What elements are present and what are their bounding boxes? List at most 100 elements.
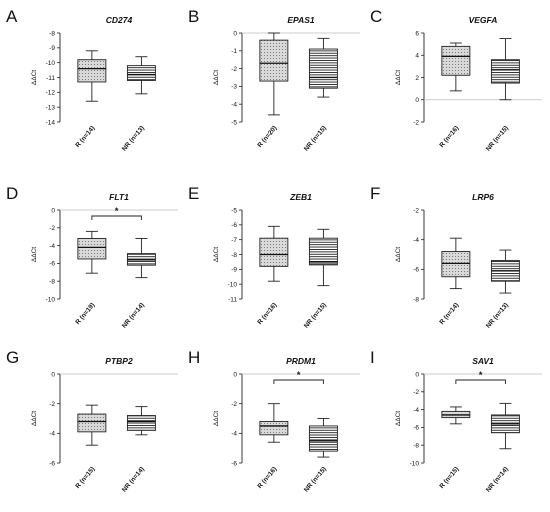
y-tick-label: 0 (233, 30, 237, 37)
category-label: R (n=15) (438, 466, 460, 490)
iqr-box (77, 238, 107, 260)
y-tick-label: 0 (51, 371, 55, 378)
y-axis-label: ΔΔCt (213, 411, 220, 426)
y-tick-label: -11 (46, 75, 55, 82)
y-tick-label: -10 (410, 460, 420, 467)
panel-letter: F (370, 184, 380, 203)
gene-title: ZEB1 (289, 192, 312, 202)
y-tick-label: -8 (231, 252, 237, 259)
y-tick-label: -6 (231, 222, 237, 229)
significance-bracket (91, 215, 142, 220)
y-tick-label: 2 (415, 75, 419, 82)
category-label: NR (n=13) (121, 125, 146, 153)
iqr-box (259, 237, 289, 267)
panel-letter: G (6, 348, 19, 367)
panel-d: D FLT1 0 -2 -4 -6 -8 -10 ΔΔCt R (n=19) NR (n=14) * (6, 184, 178, 330)
box-r (259, 32, 289, 116)
y-tick-label: -2 (49, 225, 55, 232)
y-axis-label: ΔΔCt (31, 411, 38, 426)
y-axis-label: ΔΔCt (31, 247, 38, 262)
panel-letter: D (6, 184, 18, 203)
y-axis-label: ΔΔCt (395, 70, 402, 85)
y-tick-label: -14 (46, 119, 56, 126)
gene-title: SAV1 (472, 356, 494, 366)
box-nr (490, 38, 520, 101)
y-tick-label: -4 (49, 243, 55, 250)
y-axis-label: ΔΔCt (395, 247, 402, 262)
y-tick-label: -2 (49, 401, 55, 408)
category-label: R (n=16) (438, 125, 460, 149)
y-tick-label: 0 (415, 97, 419, 104)
panel-letter: I (370, 348, 375, 367)
y-tick-label: -2 (231, 401, 237, 408)
category-label: R (n=15) (74, 466, 96, 490)
box-r (259, 225, 289, 282)
category-label: NR (n=13) (485, 302, 510, 330)
y-tick-label: -2 (413, 389, 419, 396)
category-label: NR (n=15) (303, 302, 328, 330)
panel-letter: E (188, 184, 199, 203)
y-tick-label: -5 (231, 207, 237, 214)
category-label: R (n=14) (74, 125, 96, 149)
category-label: R (n=20) (256, 125, 278, 149)
iqr-box (126, 415, 156, 431)
y-axis-label: ΔΔCt (213, 247, 220, 262)
category-label: NR (n=15) (303, 125, 328, 153)
y-tick-label: -6 (231, 460, 237, 467)
y-tick-label: -6 (49, 460, 55, 467)
y-tick-label: -8 (49, 30, 55, 37)
y-tick-label: -10 (46, 60, 56, 67)
panel-c: C VEGFA 6 4 2 0 -2 ΔΔCt R (n=16) NR (n=15) (370, 7, 542, 153)
gene-title: EPAS1 (287, 15, 315, 25)
category-label: R (n=16) (256, 466, 278, 490)
box-nr (490, 402, 520, 450)
panel-letter: C (370, 7, 382, 26)
significance-bracket (273, 379, 324, 384)
box-nr (126, 238, 156, 279)
gene-title: VEGFA (469, 15, 498, 25)
y-tick-label: -3 (231, 84, 237, 91)
y-tick-label: -12 (46, 90, 56, 97)
gene-title: FLT1 (109, 192, 129, 202)
y-tick-label: -8 (49, 279, 55, 286)
iqr-box (308, 48, 338, 89)
category-label: NR (n=14) (121, 466, 146, 494)
box-r (441, 237, 471, 290)
category-label: NR (n=14) (121, 302, 146, 330)
iqr-box (77, 413, 107, 433)
y-tick-label: -4 (231, 431, 237, 438)
y-tick-label: -9 (49, 45, 55, 52)
y-tick-label: -13 (46, 104, 56, 111)
y-tick-label: -4 (231, 102, 237, 109)
y-tick-label: -8 (413, 443, 419, 450)
category-label: NR (n=15) (485, 125, 510, 153)
y-tick-label: -2 (413, 119, 419, 126)
panel-b: B EPAS1 0 -1 -2 -3 -4 -5 ΔΔCt R (n=20) NR (n=15) (188, 7, 360, 153)
y-tick-label: 0 (415, 371, 419, 378)
y-tick-label: 6 (415, 30, 419, 37)
significance-bracket (455, 379, 506, 384)
y-tick-label: -10 (228, 281, 238, 288)
gene-title: LRP6 (472, 192, 494, 202)
y-axis-label: ΔΔCt (395, 411, 402, 426)
y-tick-label: -1 (231, 48, 237, 55)
panel-letter: H (188, 348, 200, 367)
iqr-box (259, 421, 289, 436)
significance-star: * (297, 370, 301, 380)
panel-letter: B (188, 7, 199, 26)
gene-title: PRDM1 (286, 356, 316, 366)
iqr-box (441, 45, 471, 76)
box-nr (126, 56, 156, 95)
iqr-box (77, 59, 107, 83)
iqr-box (308, 425, 338, 452)
y-tick-label: -11 (228, 296, 237, 303)
y-tick-label: -4 (413, 407, 419, 414)
box-r (77, 404, 107, 446)
box-r (441, 42, 471, 92)
y-tick-label: 0 (233, 371, 237, 378)
iqr-box (259, 39, 289, 82)
box-nr (490, 249, 520, 294)
y-tick-label: -6 (413, 267, 419, 274)
iqr-box (126, 65, 156, 81)
